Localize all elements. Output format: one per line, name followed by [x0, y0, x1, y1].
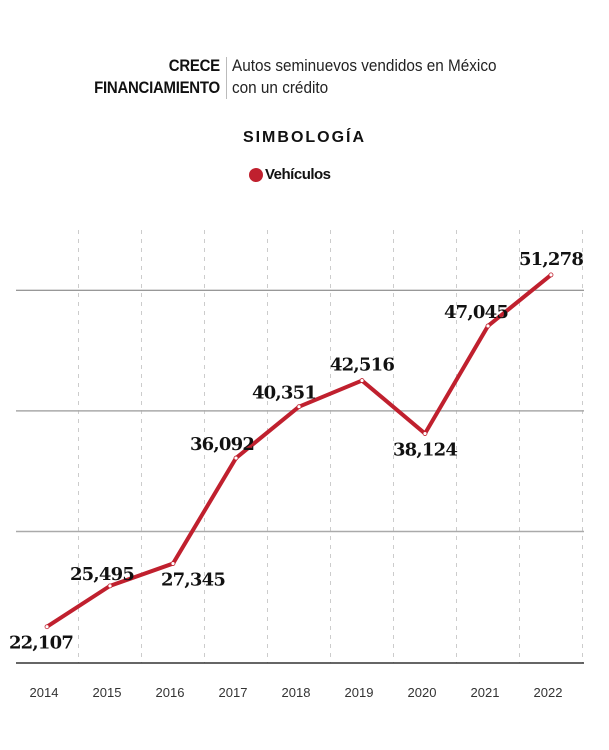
data-label: 22,107 [9, 633, 73, 654]
data-point [422, 431, 428, 436]
x-tick-label: 2017 [219, 685, 248, 700]
data-label: 25,495 [70, 564, 134, 585]
x-tick-label: 2015 [93, 685, 122, 700]
data-point [296, 404, 302, 410]
data-label: 47,045 [444, 302, 508, 323]
x-tick-label: 2014 [30, 685, 59, 700]
data-label: 27,345 [161, 570, 225, 591]
subtitle: Autos seminuevos vendidos en México con … [232, 55, 497, 99]
x-tick-label: 2022 [534, 685, 563, 700]
data-point [359, 378, 365, 383]
data-point [170, 561, 176, 566]
subtitle-line-1: Autos seminuevos vendidos en México [232, 56, 497, 75]
kicker-line-1: CRECE [168, 56, 220, 75]
x-tick-label: 2021 [471, 685, 500, 700]
kicker: CRECE FINANCIAMIENTO [94, 55, 220, 99]
legend-title: SIMBOLOGÍA [242, 129, 367, 146]
legend-label: Vehículos [265, 166, 331, 183]
kicker-line-2: FINANCIAMIENTO [94, 78, 220, 97]
data-label: 38,124 [393, 440, 457, 461]
data-label: 42,516 [330, 355, 394, 376]
subtitle-line-2: con un crédito [232, 78, 329, 97]
data-point [233, 455, 239, 461]
data-point [548, 272, 554, 278]
data-point [44, 624, 50, 630]
data-label: 36,092 [190, 434, 254, 455]
x-tick-label: 2016 [156, 685, 185, 700]
x-tick-label: 2020 [408, 685, 437, 700]
x-tick-label: 2019 [345, 685, 374, 700]
legend-item: Vehículos [249, 166, 331, 183]
header-divider [226, 57, 227, 99]
data-label: 51,278 [519, 249, 583, 270]
data-label: 40,351 [252, 383, 316, 404]
x-tick-label: 2018 [282, 685, 311, 700]
legend-dot-icon [249, 167, 263, 182]
data-point [107, 583, 113, 589]
data-point [485, 323, 491, 329]
